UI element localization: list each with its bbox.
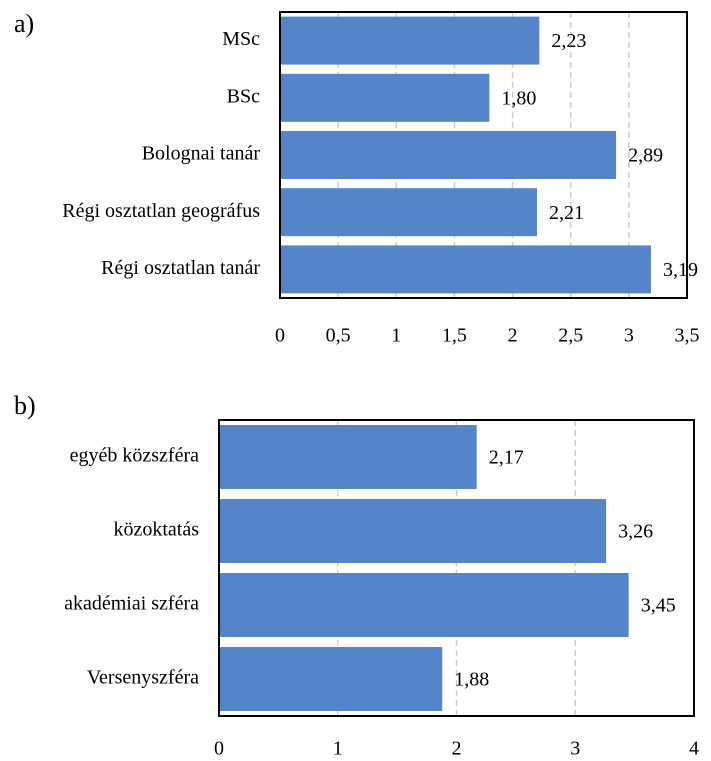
x-tick-label: 4 — [689, 738, 699, 760]
x-tick-label: 2,5 — [558, 325, 583, 347]
bar — [280, 188, 537, 237]
y-tick-label: BSc — [227, 85, 260, 107]
plot-frame — [279, 11, 688, 299]
x-tick-label: 1 — [391, 325, 401, 347]
y-tick-label: közoktatás — [113, 519, 199, 541]
value-label: 2,21 — [549, 202, 584, 224]
panel-label: a) — [14, 9, 34, 38]
bar — [219, 499, 607, 563]
value-label: 2,23 — [551, 30, 586, 52]
y-tick-label: akadémiai szféra — [64, 593, 199, 615]
x-tick-label: 0 — [275, 325, 285, 347]
value-label: 3,19 — [663, 259, 698, 281]
panel-label: b) — [14, 391, 36, 420]
bar — [219, 647, 443, 711]
plot-frame — [218, 419, 695, 717]
x-tick-label: 0,5 — [326, 325, 351, 347]
x-tick-label: 1 — [333, 738, 343, 760]
x-tick-label: 2 — [452, 738, 462, 760]
y-tick-label: egyéb közszféra — [70, 445, 199, 467]
value-label: 2,89 — [628, 145, 663, 167]
bar — [280, 16, 540, 65]
x-tick-label: 2 — [508, 325, 518, 347]
y-tick-label: Versenyszféra — [87, 667, 199, 689]
bar — [280, 73, 490, 122]
x-tick-label: 3 — [624, 325, 634, 347]
x-tick-label: 1,5 — [442, 325, 467, 347]
bar — [280, 131, 617, 179]
value-label: 2,17 — [489, 447, 524, 469]
y-tick-label: MSc — [222, 28, 260, 50]
bar — [219, 425, 477, 489]
value-label: 3,26 — [618, 521, 653, 543]
y-tick-label: Régi osztatlan tanár — [101, 257, 260, 279]
bar — [219, 573, 629, 637]
x-tick-label: 3,5 — [675, 325, 700, 347]
y-tick-label: Bolognai tanár — [142, 143, 261, 165]
x-tick-label: 3 — [570, 738, 580, 760]
y-tick-label: Régi osztatlan geográfus — [62, 200, 260, 222]
value-label: 1,88 — [454, 669, 489, 691]
value-label: 1,80 — [501, 87, 536, 109]
x-tick-label: 0 — [214, 738, 224, 760]
value-label: 3,45 — [641, 595, 676, 617]
bar — [280, 245, 651, 294]
